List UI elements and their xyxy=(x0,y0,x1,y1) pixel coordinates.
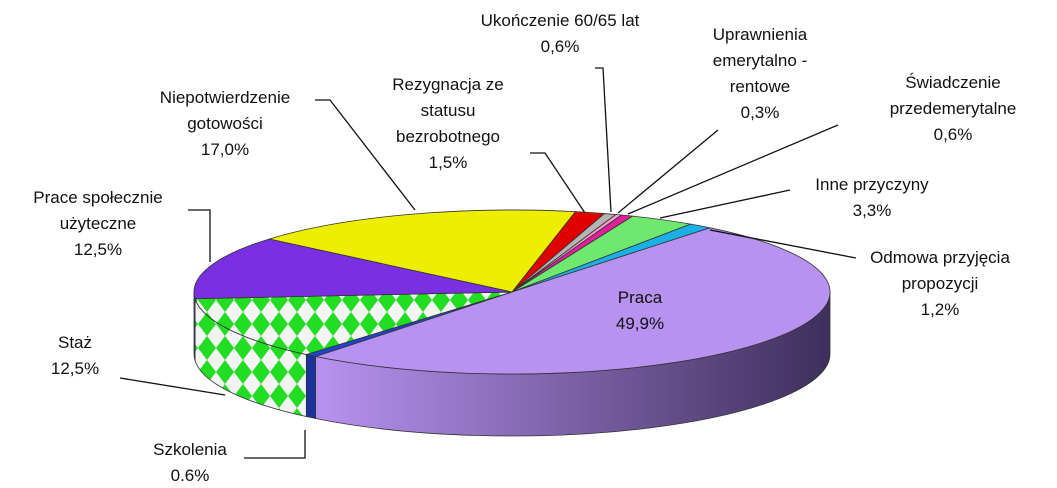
category-label: Szkolenia xyxy=(153,440,227,459)
leader-line xyxy=(188,209,211,262)
leader-line xyxy=(595,67,612,213)
category-label: Świadczenie przedemerytalne xyxy=(889,73,1017,118)
leader-line xyxy=(244,430,306,459)
category-label: Staż xyxy=(57,333,93,352)
value-label: 0,6% xyxy=(933,125,973,144)
value-label: 17,0% xyxy=(200,140,250,159)
slice-label: Inne przyczyny 3,3% xyxy=(787,172,957,224)
slice-side xyxy=(193,291,196,361)
leader-line xyxy=(119,377,226,396)
slice-label: Świadczenie przedemerytalne 0,6% xyxy=(863,70,1043,148)
leader-line xyxy=(530,152,586,214)
slice-label: Praca 49,9% xyxy=(580,285,700,337)
slice-label: Niepotwierdzenie gotowości 17,0% xyxy=(125,85,325,163)
value-label: 0,6% xyxy=(540,37,580,56)
slice-label: Uprawnienia emerytalno - rentowe 0,3% xyxy=(690,22,830,126)
leader-line xyxy=(709,229,857,259)
value-label: 0.6% xyxy=(170,466,210,485)
slice-label: Prace społecznie użyteczne 12,5% xyxy=(3,185,193,263)
slice xyxy=(194,291,513,355)
slice-side xyxy=(305,354,317,419)
category-label: Odmowa przyjęcia propozycji xyxy=(870,248,1010,293)
slice-label: Staż 12,5% xyxy=(25,330,125,382)
leader-line xyxy=(627,124,839,215)
slice xyxy=(193,238,513,300)
value-label: 0,3% xyxy=(740,103,780,122)
slice xyxy=(314,227,831,375)
value-label: 3,3% xyxy=(852,201,892,220)
leader-line xyxy=(659,189,791,219)
leader-line xyxy=(617,129,719,214)
value-label: 12,5% xyxy=(73,240,123,259)
slice-label: Odmowa przyjęcia propozycji 1,2% xyxy=(845,245,1035,323)
category-label: Ukończenie 60/65 lat xyxy=(480,11,640,30)
category-label: Niepotwierdzenie gotowości xyxy=(159,88,291,133)
slice-label: Ukończenie 60/65 lat 0,6% xyxy=(430,8,690,60)
category-label: Uprawnienia emerytalno - rentowe xyxy=(712,25,808,96)
category-label: Inne przyczyny xyxy=(815,175,929,194)
value-label: 12,5% xyxy=(50,359,100,378)
slice-label: Rezygnacja ze statusu bezrobotnego 1,5% xyxy=(373,72,523,176)
category-label: Rezygnacja ze statusu bezrobotnego xyxy=(392,75,504,146)
leader-line xyxy=(315,99,416,211)
slice-label: Szkolenia 0.6% xyxy=(135,437,245,488)
category-label: Praca xyxy=(617,288,663,307)
value-label: 49,9% xyxy=(615,314,665,333)
value-label: 1,2% xyxy=(920,300,960,319)
value-label: 1,5% xyxy=(428,153,468,172)
slice xyxy=(267,209,577,293)
category-label: Prace społecznie użyteczne xyxy=(33,188,163,233)
